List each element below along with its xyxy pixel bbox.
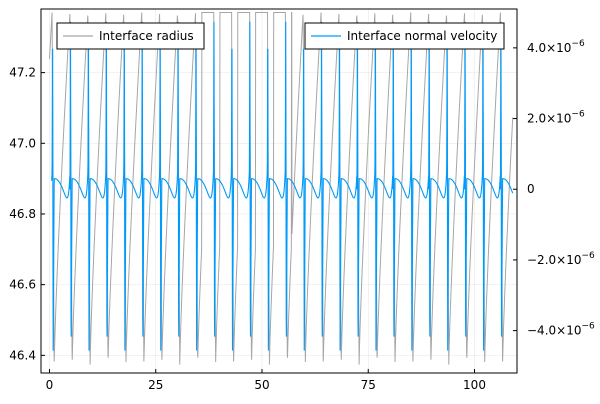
x-tick-label: 50 [254,378,269,392]
left-y-axis-ticks: 46.4 46.6 46.8 47.0 47.2 [9,66,45,362]
legend-left: Interface radius [56,22,205,50]
legend-right: Interface normal velocity [304,22,505,50]
grid [41,9,517,373]
x-tick-label: 25 [148,378,163,392]
right-y-tick-label: 0 [527,182,535,196]
series-interface-normal-velocity [51,21,514,351]
x-tick-label: 100 [463,378,486,392]
left-y-tick-label: 46.6 [9,278,36,292]
legend-velocity-label: Interface normal velocity [347,29,497,43]
x-axis-ticks: 0 25 50 75 100 [46,369,486,392]
right-y-tick-label: −4.0×10−6 [527,322,595,338]
right-y-tick-label: 2.0×10−6 [527,110,585,126]
plot-frame [40,8,518,374]
left-y-tick-label: 46.4 [9,348,36,362]
x-tick-label: 0 [46,378,54,392]
legend-radius-label: Interface radius [99,29,194,43]
left-y-tick-label: 46.8 [9,207,36,221]
right-y-axis-ticks: −4.0×10−6 −2.0×10−6 0 2.0×10−6 4.0×10−6 [513,39,595,338]
legend-left-box [56,22,205,50]
right-y-tick-label: 4.0×10−6 [527,39,585,55]
right-y-tick-label: −2.0×10−6 [527,251,595,267]
left-y-tick-label: 47.2 [9,66,36,80]
left-y-tick-label: 47.0 [9,136,36,150]
series-interface-radius [49,12,514,365]
x-tick-label: 75 [361,378,376,392]
plot-series [49,12,514,365]
